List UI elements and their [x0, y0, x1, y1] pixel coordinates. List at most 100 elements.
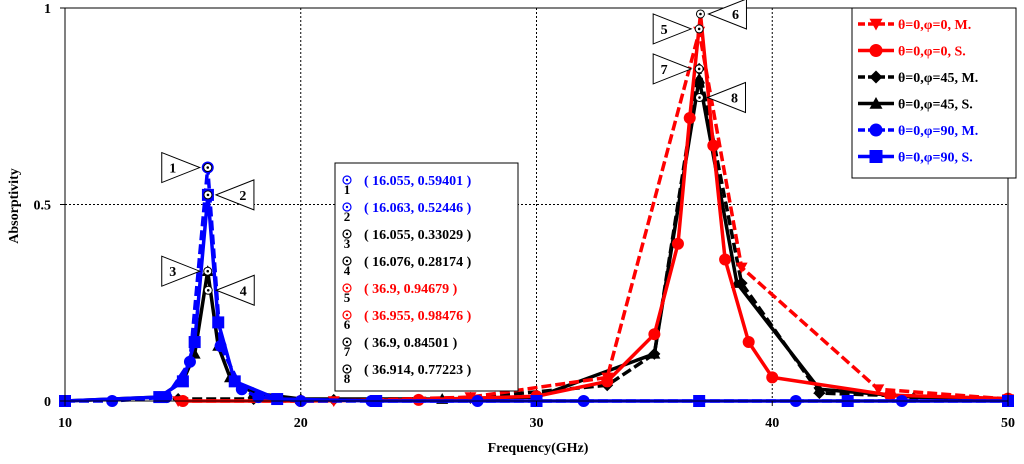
callout-number: 4: [240, 284, 247, 299]
marker-values-frame: [334, 162, 519, 392]
x-tick-label: 40: [765, 416, 779, 431]
series-point: [172, 396, 185, 407]
marker-symbol-dot: [345, 178, 349, 182]
data-marker-dot: [698, 96, 701, 99]
y-tick-label: 0: [44, 395, 51, 410]
data-marker-dot: [206, 166, 210, 169]
marker-id: 6: [344, 317, 351, 332]
marker-symbol-dot: [345, 340, 349, 344]
y-tick-label: 0.5: [34, 199, 52, 214]
axes: 10 20 30 40 50 0 0.5 1: [34, 2, 1016, 431]
callout-flag: [652, 53, 693, 85]
callout-flag: [161, 151, 202, 184]
marker-id: 7: [344, 344, 351, 359]
x-tick-label: 30: [530, 416, 544, 431]
legend-label: θ=0,φ=45, S.: [898, 98, 973, 113]
callout-number: 8: [731, 92, 738, 107]
marker-symbol-dot: [345, 286, 349, 290]
series-point: [813, 387, 826, 400]
marker-symbol-dot: [345, 367, 349, 371]
callout-number: 1: [169, 162, 176, 177]
series-point: [235, 383, 248, 396]
x-tick-label: 50: [1001, 416, 1015, 431]
legend-marker: [869, 18, 883, 31]
marker-value: ( 36.955, 0.98476 ): [364, 309, 472, 324]
marker-value: ( 36.9, 0.84501 ): [364, 336, 458, 351]
callout-flag: [214, 274, 255, 307]
series-point: [766, 371, 779, 384]
data-markers: [203, 9, 705, 295]
legend-label: θ=0,φ=45, M.: [898, 71, 978, 86]
callout-flag: [707, 0, 747, 30]
callout-number: 6: [732, 8, 739, 23]
series-point: [872, 384, 885, 396]
series-point: [648, 347, 661, 360]
marker-values-box: 1 ( 16.055, 0.59401 ) 2 ( 16.063, 0.52446 )…: [334, 162, 519, 392]
series-point: [742, 336, 755, 349]
callout-number: 5: [661, 23, 668, 38]
y-tick-label: 1: [44, 2, 51, 17]
data-marker-dot: [206, 288, 210, 292]
legend-marker: [869, 123, 883, 137]
series-point: [183, 355, 196, 368]
legend-marker: [869, 97, 883, 109]
marker-symbol-dot: [345, 313, 349, 317]
legend-label: θ=0,φ=0, M.: [898, 18, 971, 33]
marker-value: ( 16.055, 0.59401 ): [364, 174, 472, 189]
series-point: [719, 253, 732, 266]
marker-value: ( 16.076, 0.28174 ): [364, 255, 472, 270]
legend-marker: [869, 70, 883, 84]
marker-symbol-dot: [345, 232, 349, 236]
x-tick-label: 20: [294, 416, 308, 431]
y-axis-title: Absorptivity: [7, 168, 22, 243]
callout-flag: [706, 81, 746, 114]
series-point: [671, 237, 684, 250]
marker-id: 5: [344, 290, 351, 305]
series-point: [648, 328, 661, 341]
legend-frame: [851, 7, 1017, 179]
marker-id: 1: [344, 182, 351, 197]
data-marker-dot: [697, 67, 701, 71]
legend-label: θ=0,φ=90, S.: [898, 151, 973, 166]
data-marker-dot: [697, 27, 701, 31]
x-axis-title: Frequency(GHz): [488, 441, 589, 456]
marker-id: 8: [344, 371, 351, 386]
grid-lines: [65, 8, 1008, 401]
series-point: [176, 375, 189, 388]
data-marker-dot: [206, 193, 210, 197]
marker-value: ( 36.9, 0.94679 ): [364, 282, 458, 297]
series-point: [735, 277, 748, 290]
callout-flag: [652, 13, 693, 45]
series-point: [735, 262, 748, 274]
data-marker-dot: [699, 12, 702, 16]
series-point: [707, 139, 720, 152]
marker-id: 4: [344, 263, 351, 278]
marker-symbol-dot: [345, 259, 349, 263]
series-point: [214, 339, 227, 352]
series-point: [884, 389, 897, 402]
callout-number: 3: [169, 265, 176, 280]
x-tick-label: 10: [58, 416, 72, 431]
callout-number: 2: [239, 189, 246, 204]
marker-value: ( 16.063, 0.52446 ): [364, 201, 472, 216]
series-point: [601, 372, 614, 384]
legend-label: θ=0,φ=90, M.: [898, 124, 978, 139]
marker-callouts: 1 2 3 4 5 6 7 8: [161, 0, 747, 307]
series-point: [683, 112, 696, 125]
series-point: [464, 392, 477, 404]
legend-marker: [869, 44, 883, 57]
series-line: [178, 29, 1009, 403]
marker-id: 3: [344, 236, 351, 251]
data-marker-dot: [206, 269, 210, 273]
marker-value: ( 16.055, 0.33029 ): [364, 228, 472, 243]
callout-flag: [214, 179, 255, 211]
marker-id: 2: [344, 209, 351, 224]
legend-marker: [869, 150, 883, 163]
callout-flag: [161, 255, 202, 287]
series-point: [252, 391, 265, 404]
marker-symbol-dot: [345, 205, 349, 209]
marker-value: ( 36.914, 0.77223 ): [364, 363, 472, 378]
series-point: [160, 391, 173, 404]
callout-number: 7: [661, 63, 668, 78]
